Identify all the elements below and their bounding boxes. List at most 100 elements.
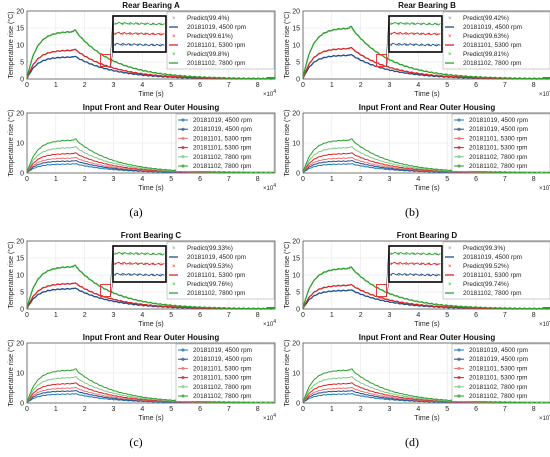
legend-marker — [181, 394, 185, 398]
zoom-inset-marker — [144, 43, 147, 46]
legend-entry-label: 20181019, 4500 rpm — [193, 117, 252, 124]
bearing-chart-x-tick-label: 0 — [25, 82, 29, 89]
legend-entry-label: 20181019, 4500 rpm — [463, 24, 522, 31]
bearing-chart-x-tick-label: 0 — [25, 312, 29, 319]
series-line-2 — [26, 29, 276, 80]
housing-chart-x-tick-label: 5 — [169, 406, 173, 413]
housing-chart-y-axis-label: Temperature rise (°C) — [283, 340, 291, 407]
zoom-inset-marker — [121, 43, 124, 46]
legend-predict-marker: × — [448, 34, 452, 40]
zoom-inset-marker — [397, 273, 400, 276]
legend-entry-label: 20181102, 7800 rpm — [469, 384, 528, 391]
legend-entry-label: 20181101, 5300 rpm — [469, 135, 528, 142]
zoom-inset-marker — [389, 273, 393, 276]
zoom-inset-marker — [159, 32, 162, 35]
zoom-inset-marker — [151, 252, 155, 255]
legend-entry-label: 20181101, 5300 rpm — [463, 272, 522, 279]
bearing-chart-x-tick-label: 1 — [54, 312, 58, 319]
housing-chart-y-tick-label: 10 — [16, 371, 24, 378]
bearing-chart-x-tick-label: 3 — [388, 82, 392, 89]
legend-entry-label: 20181101, 5300 rpm — [469, 365, 528, 372]
zoom-inset-marker — [121, 273, 124, 276]
zoom-connector-line — [386, 281, 390, 297]
bearing-chart-title: Front Bearing C — [121, 231, 182, 240]
legend-marker — [457, 127, 461, 131]
legend-entry-label: 20181101, 5300 rpm — [469, 375, 528, 382]
legend-marker — [181, 127, 185, 131]
zoom-inset-marker — [405, 262, 408, 265]
housing-chart-x-tick-label: 0 — [301, 406, 305, 413]
housing-chart-x-tick-label: 3 — [388, 176, 392, 183]
housing-chart-x-tick-label: 6 — [474, 176, 478, 183]
legend-entry-label: 20181102, 7800 rpm — [187, 60, 246, 67]
zoom-inset-marker — [397, 43, 400, 46]
series-line-2 — [302, 266, 550, 310]
zoom-inset — [112, 245, 167, 283]
housing-chart-x-tick-label: 6 — [198, 176, 202, 183]
bearing-chart-x-tick-label: 5 — [445, 312, 449, 319]
zoom-region-box — [100, 54, 112, 68]
legend-entry-label: 20181101, 5300 rpm — [469, 145, 528, 152]
bearing-chart-x-tick-label: 5 — [445, 82, 449, 89]
zoom-inset-marker — [412, 22, 415, 25]
bearing-chart-y-tick-label: 0 — [296, 307, 300, 314]
bearing-chart-x-tick-label: 1 — [330, 312, 334, 319]
bearing-legend-box — [166, 241, 275, 300]
zoom-inset-series-2 — [114, 272, 165, 277]
legend-predict-marker: × — [448, 282, 452, 288]
zoom-inset-marker — [427, 32, 431, 35]
legend-entry-label: Predict(99.76%) — [187, 281, 233, 288]
bearing-chart-y-tick-label: 5 — [20, 290, 24, 297]
zoom-inset-marker — [427, 43, 431, 46]
zoom-inset-marker — [151, 43, 155, 46]
legend-marker — [457, 155, 461, 159]
bearing-chart-x-tick-label: 1 — [330, 82, 334, 89]
bearing-chart-y-tick-label: 0 — [20, 307, 24, 314]
legend-entry-label: 20181019, 4500 rpm — [469, 347, 528, 354]
legend-marker — [457, 357, 461, 361]
zoom-inset-marker — [427, 252, 431, 255]
legend-marker — [457, 118, 461, 122]
bearing-chart-plot-frame — [302, 240, 550, 310]
bearing-chart-plot-frame — [26, 10, 276, 80]
housing-chart-x-tick-label: 6 — [198, 406, 202, 413]
bearing-chart-y-tick-label: 15 — [292, 256, 300, 263]
housing-chart-y-tick-label: 10 — [292, 141, 300, 148]
zoom-inset-marker — [159, 262, 162, 265]
housing-chart-x-exponent: ×104 — [263, 413, 276, 422]
housing-series-line-5 — [26, 368, 276, 404]
legend-entry-label: 20181101, 5300 rpm — [187, 272, 246, 279]
legend-entry-label: 20181102, 7800 rpm — [193, 163, 252, 170]
housing-chart-x-axis-label: Time (s) — [414, 185, 439, 192]
housing-chart-plot-frame — [26, 112, 276, 174]
housing-legend-box — [175, 113, 275, 172]
legend-predict-marker: × — [172, 264, 176, 270]
zoom-inset-series-2 — [114, 42, 165, 47]
zoom-inset-marker — [389, 32, 393, 35]
legend-entry-label: 20181019, 4500 rpm — [469, 356, 528, 363]
zoom-inset-series-2 — [390, 42, 441, 47]
legend-predict-marker: × — [172, 34, 176, 40]
zoom-inset-marker — [129, 252, 132, 255]
bearing-chart-x-tick-label: 4 — [140, 312, 144, 319]
zoom-inset-marker — [121, 22, 124, 25]
bearing-chart-y-tick-label: 5 — [296, 60, 300, 67]
legend-marker — [181, 385, 185, 389]
housing-chart-x-tick-label: 5 — [445, 176, 449, 183]
legend-entry-label: 20181019, 4500 rpm — [193, 126, 252, 133]
zoom-inset-marker — [420, 43, 423, 46]
housing-chart-x-tick-label: 5 — [169, 176, 173, 183]
housing-chart-x-tick-label: 0 — [301, 176, 305, 183]
zoom-inset-marker — [136, 252, 139, 255]
bearing-chart-x-tick-label: 2 — [83, 312, 87, 319]
bearing-chart-x-tick-label: 7 — [503, 312, 507, 319]
zoom-inset-marker — [412, 252, 415, 255]
legend-marker — [181, 366, 185, 370]
bearing-chart-x-tick-label: 7 — [227, 82, 231, 89]
zoom-inset-marker — [420, 22, 423, 25]
legend-marker — [181, 146, 185, 150]
legend-predict-marker: × — [172, 52, 176, 58]
zoom-inset-marker — [136, 262, 139, 265]
zoom-inset-marker — [136, 43, 139, 46]
